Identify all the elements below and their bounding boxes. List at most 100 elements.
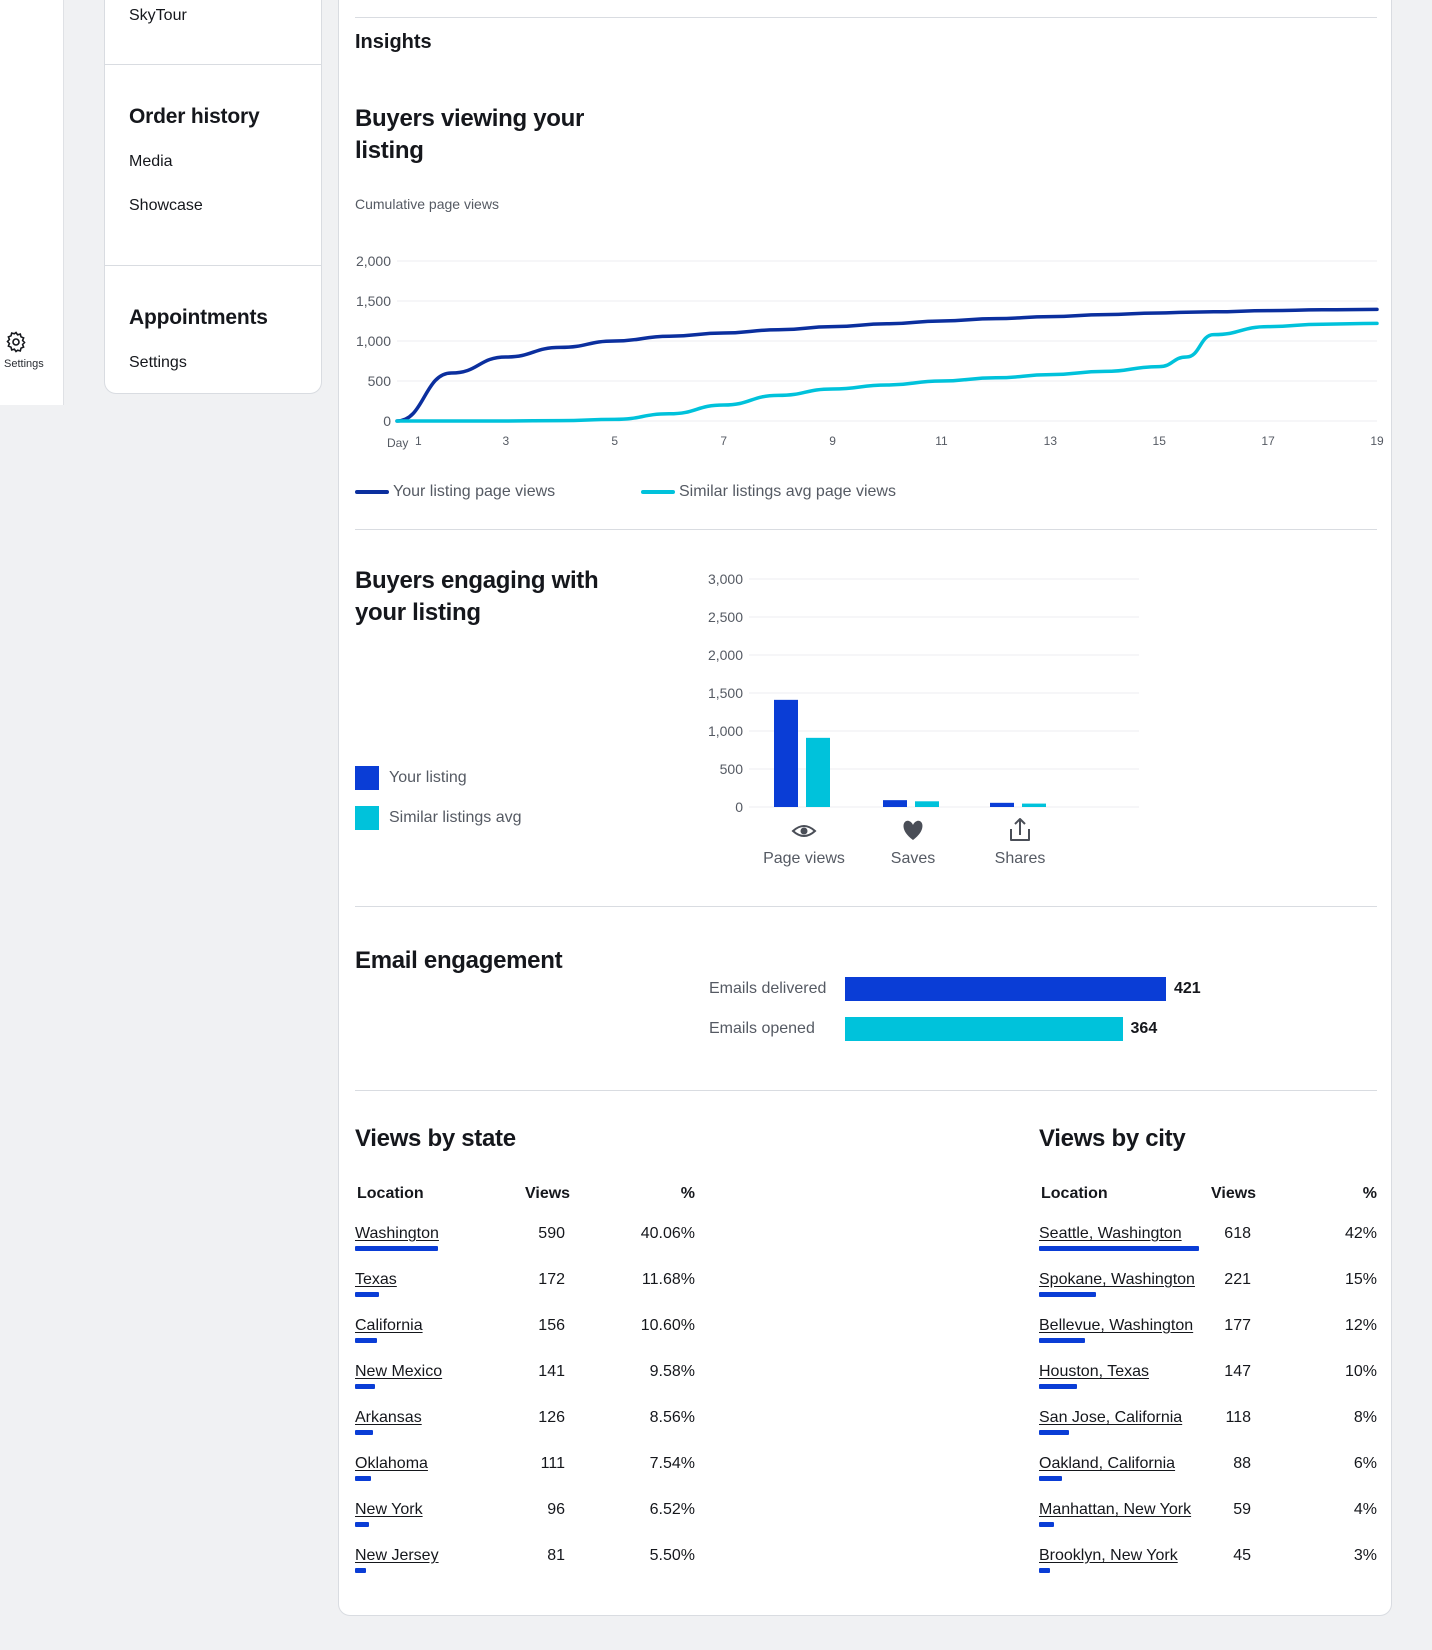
sidenav-item-skytour[interactable]: SkyTour: [129, 7, 187, 24]
x-tick-label: 13: [1044, 434, 1058, 448]
bar-your-listing-shares: [990, 802, 1014, 807]
y-tick-label: 1,500: [708, 685, 743, 701]
location-link[interactable]: Spokane, Washington: [1039, 1271, 1195, 1288]
table-row: New Jersey 81 5.50%: [355, 1547, 695, 1593]
table-row: New Mexico 141 9.58%: [355, 1363, 695, 1409]
legend-your-listing: Your listing: [355, 766, 467, 790]
email-bar: [845, 977, 1166, 1001]
location-link[interactable]: Washington: [355, 1225, 439, 1242]
location-link[interactable]: Arkansas: [355, 1409, 422, 1426]
location-link[interactable]: Oakland, California: [1039, 1455, 1176, 1472]
rail-settings-button[interactable]: Settings: [0, 330, 64, 370]
views-cell: 88: [1233, 1455, 1251, 1472]
location-cell: Brooklyn, New York: [1039, 1547, 1209, 1593]
percent-cell: 11.68%: [641, 1271, 695, 1288]
city-table-title: Views by city: [1039, 1125, 1186, 1152]
share-bar: [355, 1246, 439, 1251]
location-link[interactable]: Manhattan, New York: [1039, 1501, 1192, 1518]
y-tick-label: 1,000: [356, 333, 391, 349]
y-tick-label: 0: [383, 413, 391, 429]
heart-shape: [903, 820, 923, 840]
table-row: Brooklyn, New York 45 3%: [1039, 1547, 1377, 1593]
share-bar: [1039, 1338, 1085, 1343]
x-tick-label: 5: [611, 434, 618, 448]
views-cell: 147: [1224, 1363, 1251, 1380]
sidenav-item-media[interactable]: Media: [129, 153, 173, 170]
percent-cell: 5.50%: [649, 1547, 695, 1564]
share-icon: [1010, 818, 1030, 841]
views-cell: 156: [538, 1317, 565, 1334]
sidenav-section-top: SkyTour: [105, 0, 321, 65]
rail-settings-label: Settings: [4, 358, 44, 370]
location-cell: Washington: [355, 1225, 523, 1271]
percent-cell: 15%: [1344, 1271, 1377, 1288]
location-link[interactable]: California: [355, 1317, 423, 1334]
column-header-views: Views: [525, 1185, 571, 1202]
location-cell: New York: [355, 1501, 523, 1547]
email-value: 364: [1130, 1020, 1158, 1037]
insights-title: Insights: [355, 31, 432, 53]
percent-cell: 4%: [1353, 1501, 1377, 1518]
location-link[interactable]: Seattle, Washington: [1039, 1225, 1182, 1242]
location-cell: California: [355, 1317, 523, 1363]
legend-label: Similar listings avg page views: [679, 483, 896, 500]
y-tick-label: 2,000: [708, 647, 743, 663]
eye-pupil: [800, 827, 808, 835]
location-link[interactable]: New York: [355, 1501, 423, 1518]
x-tick-label: 1: [415, 434, 422, 448]
divider: [355, 1090, 1377, 1091]
side-navigation: SkyTour Order history Media Showcase App…: [104, 0, 322, 394]
table-row: Seattle, Washington 618 42%: [1039, 1225, 1377, 1271]
sidenav-item-showcase[interactable]: Showcase: [129, 197, 203, 214]
app-rail: Settings: [0, 0, 64, 405]
percent-cell: 6%: [1353, 1455, 1377, 1472]
table-row: Oklahoma 111 7.54%: [355, 1455, 695, 1501]
share-bar: [1039, 1522, 1055, 1527]
percent-cell: 7.54%: [649, 1455, 695, 1472]
location-cell: Texas: [355, 1271, 523, 1317]
engage-section-title: Buyers engaging with your listing: [355, 567, 599, 626]
location-link[interactable]: Oklahoma: [355, 1455, 428, 1472]
share-bar: [355, 1522, 369, 1527]
table-header-row: Location Views %: [1039, 1185, 1377, 1225]
table-row: Houston, Texas 147 10%: [1039, 1363, 1377, 1409]
x-tick-label: 17: [1261, 434, 1275, 448]
views-cell: 81: [547, 1547, 565, 1564]
location-link[interactable]: Bellevue, Washington: [1039, 1317, 1194, 1334]
views-cell: 126: [538, 1409, 565, 1426]
percent-cell: 40.06%: [640, 1225, 695, 1242]
sidenav-item-settings[interactable]: Settings: [129, 354, 187, 371]
percent-cell: 12%: [1344, 1317, 1377, 1334]
series-line-similar-listings: [395, 321, 1379, 423]
views-cell: 221: [1224, 1271, 1251, 1288]
x-tick-label: 11: [935, 434, 948, 448]
column-header-views: Views: [1211, 1185, 1257, 1202]
share-bar: [1039, 1246, 1199, 1251]
table-row: Texas 172 11.68%: [355, 1271, 695, 1317]
share-bar: [1039, 1568, 1051, 1573]
location-cell: Oklahoma: [355, 1455, 523, 1501]
x-tick-label: 7: [720, 434, 727, 448]
x-axis-label: Day: [387, 436, 408, 450]
percent-cell: 10.60%: [640, 1317, 695, 1334]
views-cell: 45: [1233, 1547, 1251, 1564]
table-row: Bellevue, Washington 177 12%: [1039, 1317, 1377, 1363]
location-cell: Manhattan, New York: [1039, 1501, 1209, 1547]
divider: [355, 17, 1377, 18]
location-cell: Spokane, Washington: [1039, 1271, 1209, 1317]
table-row: San Jose, California 118 8%: [1039, 1409, 1377, 1455]
location-link[interactable]: Houston, Texas: [1039, 1363, 1149, 1380]
percent-cell: 10%: [1344, 1363, 1377, 1380]
views-cell: 59: [1233, 1501, 1251, 1518]
location-link[interactable]: New Jersey: [355, 1547, 439, 1564]
eye-outline: [791, 825, 817, 837]
x-tick-label: 3: [503, 434, 510, 448]
location-link[interactable]: Texas: [355, 1271, 397, 1288]
location-link[interactable]: New Mexico: [355, 1363, 443, 1380]
email-row-delivered: Emails delivered 421: [709, 977, 1201, 1001]
share-bar: [355, 1384, 375, 1389]
category-label: Shares: [995, 850, 1046, 867]
location-link[interactable]: San Jose, California: [1039, 1409, 1183, 1426]
heart-icon: [903, 820, 923, 840]
location-link[interactable]: Brooklyn, New York: [1039, 1547, 1178, 1564]
